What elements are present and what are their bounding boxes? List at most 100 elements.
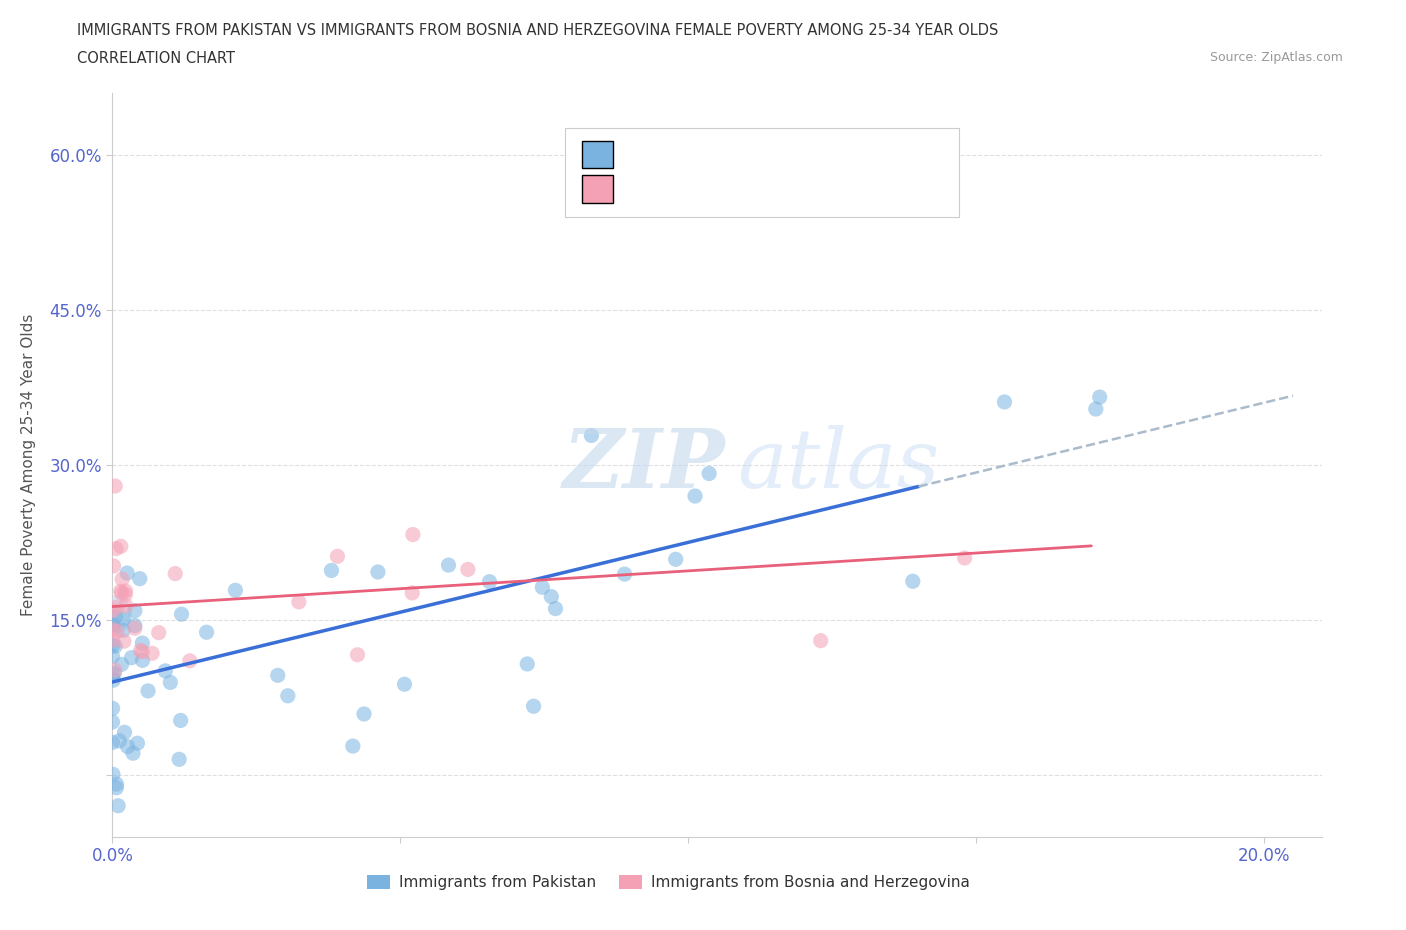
Point bbox=[141, 645, 163, 660]
Point bbox=[101, 604, 124, 618]
Point bbox=[101, 638, 124, 653]
Point bbox=[114, 587, 136, 602]
Point bbox=[953, 551, 976, 565]
Point bbox=[148, 625, 170, 640]
Point bbox=[478, 575, 501, 590]
Point bbox=[267, 668, 290, 683]
Point bbox=[367, 565, 389, 579]
Text: N =: N = bbox=[741, 178, 780, 195]
Point bbox=[101, 632, 124, 647]
Point bbox=[195, 625, 218, 640]
Point bbox=[1084, 402, 1107, 417]
Point bbox=[103, 672, 125, 687]
Point bbox=[810, 633, 832, 648]
Y-axis label: Female Poverty Among 25-34 Year Olds: Female Poverty Among 25-34 Year Olds bbox=[21, 313, 35, 617]
Point bbox=[1088, 390, 1111, 405]
Point bbox=[169, 713, 191, 728]
Point bbox=[122, 746, 145, 761]
Point bbox=[993, 394, 1015, 409]
Point bbox=[107, 798, 129, 813]
Point bbox=[111, 612, 134, 627]
Point bbox=[131, 644, 153, 659]
Point bbox=[110, 538, 132, 553]
Point bbox=[101, 701, 124, 716]
Text: R =: R = bbox=[621, 142, 659, 160]
Point bbox=[101, 714, 124, 729]
Text: ZIP: ZIP bbox=[564, 425, 725, 505]
Point bbox=[531, 579, 554, 594]
Point bbox=[121, 650, 143, 665]
Point bbox=[103, 666, 125, 681]
Point bbox=[288, 594, 311, 609]
Point bbox=[111, 586, 134, 601]
Point bbox=[127, 736, 149, 751]
Point bbox=[402, 527, 425, 542]
Point bbox=[523, 698, 546, 713]
Point bbox=[129, 643, 152, 658]
Point bbox=[170, 606, 193, 621]
Text: N =: N = bbox=[741, 142, 780, 160]
Point bbox=[124, 618, 146, 633]
Point bbox=[901, 574, 924, 589]
Point bbox=[110, 584, 132, 599]
Text: IMMIGRANTS FROM PAKISTAN VS IMMIGRANTS FROM BOSNIA AND HERZEGOVINA FEMALE POVERT: IMMIGRANTS FROM PAKISTAN VS IMMIGRANTS F… bbox=[77, 23, 998, 38]
Point bbox=[544, 601, 567, 616]
Point bbox=[101, 618, 124, 632]
Point bbox=[683, 488, 706, 503]
Text: Source: ZipAtlas.com: Source: ZipAtlas.com bbox=[1209, 51, 1343, 64]
Point bbox=[105, 624, 128, 639]
Point bbox=[117, 739, 139, 754]
Text: 62: 62 bbox=[783, 142, 808, 160]
Text: 0.510: 0.510 bbox=[664, 142, 720, 160]
Point bbox=[401, 586, 423, 601]
Point bbox=[114, 724, 136, 739]
Point bbox=[115, 598, 138, 613]
Point bbox=[155, 663, 177, 678]
Point bbox=[105, 600, 128, 615]
Point bbox=[346, 647, 368, 662]
Point bbox=[131, 635, 153, 650]
Text: R =: R = bbox=[621, 178, 659, 195]
Point bbox=[104, 639, 127, 654]
Point bbox=[115, 565, 138, 580]
Point bbox=[112, 634, 135, 649]
Point bbox=[394, 677, 416, 692]
Point bbox=[179, 654, 201, 669]
Point bbox=[111, 572, 134, 587]
Point bbox=[136, 684, 159, 698]
Point bbox=[224, 583, 246, 598]
Text: 32: 32 bbox=[783, 178, 808, 195]
Text: atlas: atlas bbox=[737, 425, 939, 505]
Point bbox=[457, 562, 479, 577]
Point bbox=[101, 607, 124, 622]
Point bbox=[124, 604, 146, 618]
Point bbox=[516, 657, 538, 671]
Point bbox=[104, 609, 127, 624]
Legend: Immigrants from Pakistan, Immigrants from Bosnia and Herzegovina: Immigrants from Pakistan, Immigrants fro… bbox=[361, 869, 976, 897]
Text: 0.159: 0.159 bbox=[664, 178, 720, 195]
Point bbox=[105, 780, 128, 795]
Point bbox=[321, 563, 343, 578]
Point bbox=[105, 541, 128, 556]
Point bbox=[104, 479, 127, 494]
Point bbox=[112, 623, 135, 638]
Point bbox=[613, 566, 636, 581]
Point bbox=[103, 558, 125, 573]
Point bbox=[114, 583, 136, 598]
Point bbox=[277, 688, 299, 703]
Point bbox=[128, 571, 150, 586]
Point bbox=[167, 751, 190, 766]
Point bbox=[101, 668, 124, 683]
Point bbox=[124, 621, 146, 636]
Point bbox=[326, 549, 349, 564]
Point bbox=[110, 657, 132, 671]
Point bbox=[437, 558, 460, 573]
Point bbox=[101, 735, 124, 750]
Point bbox=[665, 551, 688, 566]
Point bbox=[159, 675, 181, 690]
Point bbox=[353, 707, 375, 722]
Point bbox=[101, 767, 124, 782]
Text: CORRELATION CHART: CORRELATION CHART bbox=[77, 51, 235, 66]
Point bbox=[101, 649, 124, 664]
Point bbox=[131, 653, 153, 668]
